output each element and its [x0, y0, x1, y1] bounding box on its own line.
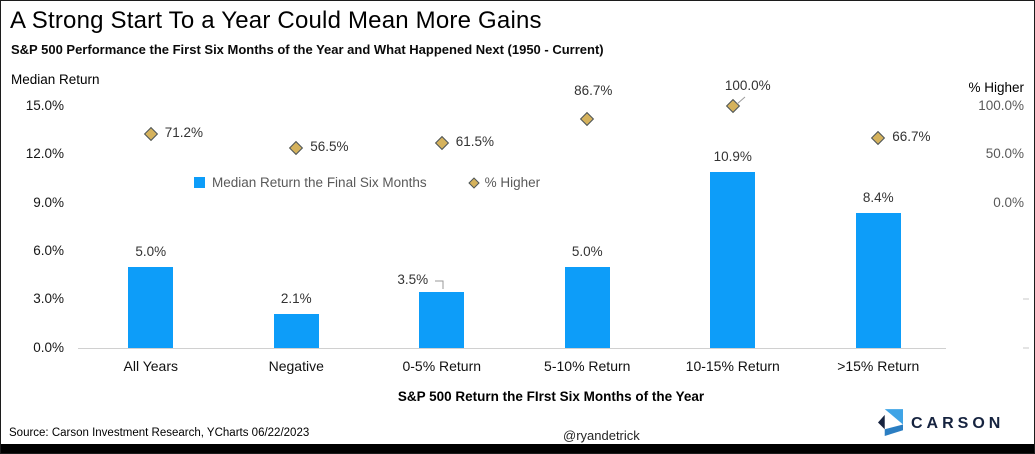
- diamond-value-label: 56.5%: [310, 139, 349, 155]
- diamond-value-label: 61.5%: [455, 134, 495, 150]
- bar: [128, 267, 174, 348]
- bar-value-label: 5.0%: [135, 244, 167, 260]
- chart-legend: Median Return the Final Six Months % Hig…: [194, 175, 540, 190]
- diamond-value-label: 86.7%: [574, 82, 613, 98]
- left-axis-tick: 3.0%: [33, 291, 64, 307]
- twitter-handle: @ryandetrick: [563, 428, 640, 443]
- carson-logo-icon: [878, 409, 903, 436]
- right-axis-tick: 50.0%: [985, 146, 1024, 162]
- carson-logo-wordmark: CARSON: [911, 414, 1005, 432]
- category-label: 10-15% Return: [685, 358, 780, 374]
- category-label: 0-5% Return: [402, 358, 482, 374]
- bar: [273, 314, 319, 348]
- pct-higher-diamond: [289, 140, 304, 156]
- carson-logo: CARSON: [878, 408, 1004, 439]
- pct-higher-diamond: [871, 131, 886, 146]
- source-credit: Source: Carson Investment Research, YCha…: [9, 427, 310, 439]
- bar-value-label: 2.1%: [280, 291, 312, 307]
- diamond-value-label: 100.0%: [724, 78, 771, 93]
- bar-value-label: 3.5%: [397, 272, 429, 287]
- left-axis-tick: 9.0%: [33, 194, 64, 210]
- left-axis-tick: 0.0%: [33, 339, 64, 355]
- category-label: >15% Return: [837, 358, 920, 374]
- bar-value-label: 5.0%: [571, 244, 603, 260]
- left-axis-tick: 6.0%: [33, 242, 64, 258]
- right-axis-tick: 100.0%: [978, 98, 1024, 113]
- diamond-value-label: 66.7%: [892, 129, 931, 145]
- left-axis-tick: 12.0%: [25, 146, 64, 162]
- legend-diamond-swatch: [467, 176, 480, 189]
- bar: [710, 172, 756, 348]
- bottom-black-bar: [1, 444, 1034, 453]
- bar: [419, 291, 465, 348]
- category-label: Negative: [268, 358, 324, 374]
- x-axis-line: [78, 348, 946, 349]
- legend-bar-swatch: [194, 177, 205, 188]
- x-axis-title: S&P 500 Return the FIrst Six Months of t…: [397, 389, 705, 404]
- page-title: A Strong Start To a Year Could Mean More…: [10, 7, 542, 34]
- left-axis-title: Median Return: [11, 72, 100, 87]
- pct-higher-diamond: [580, 111, 595, 126]
- bar: [564, 267, 610, 348]
- pct-higher-diamond: [725, 98, 740, 114]
- pct-higher-diamond: [143, 126, 158, 141]
- category-label: 5-10% Return: [544, 358, 631, 374]
- diamond-value-label: 71.2%: [164, 124, 204, 140]
- bar: [855, 212, 901, 348]
- bar-value-label: 10.9%: [713, 149, 752, 165]
- right-axis-title: % Higher: [968, 80, 1024, 95]
- legend-diamond-label: % Higher: [484, 175, 541, 190]
- category-label: All Years: [123, 358, 178, 374]
- left-axis-tick: 15.0%: [25, 98, 64, 113]
- right-axis-tick: 0.0%: [993, 194, 1024, 210]
- chart-subtitle: S&P 500 Performance the First Six Months…: [11, 42, 604, 57]
- legend-bar-label: Median Return the Final Six Months: [212, 175, 427, 190]
- bar-value-label: 8.4%: [862, 189, 894, 205]
- pct-higher-diamond: [434, 136, 449, 151]
